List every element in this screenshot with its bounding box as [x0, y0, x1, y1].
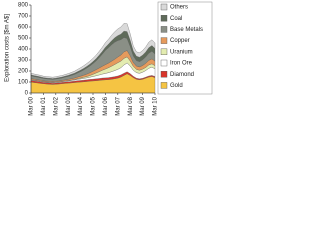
legend-swatch — [160, 26, 168, 33]
area — [30, 23, 156, 79]
x-tick-label: Mar 06 — [103, 96, 109, 115]
x-tick-label: Mar 03 — [66, 96, 72, 115]
legend-label: Base Metals — [170, 27, 203, 33]
x-tick-label: Mar 00 — [29, 96, 35, 115]
x-tick-label: Mar 01 — [41, 96, 47, 115]
legend-label: Coal — [170, 16, 182, 22]
y-axis-label: Exploration costs [$m A$] — [5, 14, 11, 82]
legend-label: Gold — [170, 83, 183, 89]
legend-swatch — [160, 14, 168, 22]
x-tick-label: Mar 02 — [53, 96, 59, 115]
legend-swatch — [160, 37, 168, 44]
y-tick-label: 0 — [25, 91, 29, 97]
legend-swatch — [160, 48, 168, 55]
y-tick-label: 800 — [18, 3, 29, 9]
x-tick-label: Mar 04 — [78, 96, 84, 115]
y-tick-label: 200 — [18, 69, 29, 75]
legend-label: Others — [170, 5, 188, 11]
x-tick-label: Mar 08 — [128, 96, 134, 115]
legend-label: Uranium — [170, 49, 193, 55]
x-tick-label: Mar 07 — [115, 96, 121, 115]
x-tick-label: Mar 10 — [153, 96, 159, 115]
legend-swatch — [160, 70, 168, 78]
y-tick-label: 500 — [18, 36, 29, 42]
legend-label: Diamond — [170, 72, 194, 78]
y-tick-label: 300 — [18, 58, 29, 64]
x-tick-label: Mar 09 — [140, 96, 146, 115]
chart: Exploration costs [$m A$] 0 100 200 300 400 5… — [5, 1, 213, 116]
y-tick-label: 100 — [18, 80, 29, 86]
legend-label: Iron Ore — [170, 61, 193, 67]
y-tick-label: 400 — [18, 47, 29, 53]
legend-swatch — [160, 3, 168, 11]
y-tick-label: 700 — [18, 14, 29, 20]
legend-label: Copper — [170, 38, 190, 44]
legend-swatch — [160, 59, 168, 67]
x-tick-label: Mar 05 — [91, 96, 97, 115]
y-tick-label: 600 — [18, 25, 29, 31]
legend-swatch — [160, 82, 168, 89]
